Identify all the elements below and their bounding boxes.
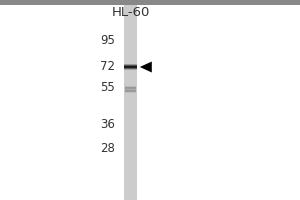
- Bar: [124, 68, 137, 69]
- Text: 72: 72: [100, 60, 115, 72]
- Bar: [124, 5, 137, 200]
- Polygon shape: [140, 62, 152, 72]
- Text: 36: 36: [100, 117, 115, 130]
- Bar: [124, 66, 137, 67]
- Text: 28: 28: [100, 142, 115, 154]
- Bar: [0, 0, 300, 5]
- Bar: [124, 69, 137, 70]
- Bar: [124, 67, 137, 68]
- Text: 95: 95: [100, 33, 115, 46]
- Text: 55: 55: [100, 81, 115, 94]
- Text: HL-60: HL-60: [111, 6, 150, 20]
